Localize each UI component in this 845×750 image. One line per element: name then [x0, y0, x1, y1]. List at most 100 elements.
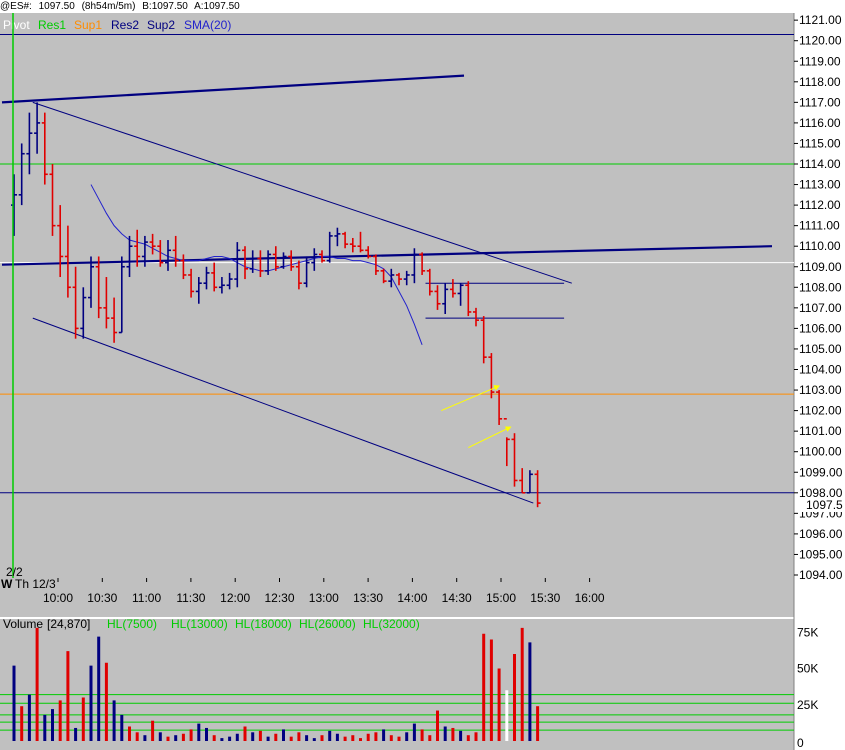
price-tick-label: 1094.00 — [799, 568, 843, 582]
ohlc-bar — [95, 256, 102, 319]
ohlc-bar — [411, 248, 418, 284]
price-tick-label: 1106.00 — [799, 321, 842, 335]
date-small-label: 2/2 — [6, 565, 23, 579]
volume-axis-ticks: 0 25K 50K 75K — [797, 625, 818, 750]
trendline — [1, 74, 465, 104]
ohlc-bar — [203, 266, 210, 290]
ohlc-bar — [449, 279, 456, 298]
ohlc-bar — [326, 231, 333, 263]
time-tick-label: 10:00 — [43, 591, 73, 605]
ohlc-bar — [34, 102, 41, 154]
ohlc-bar — [295, 260, 302, 290]
ohlc-bar — [357, 231, 364, 253]
volume-hl-labels: HL(7500) HL(13000) HL(18000) HL(26000) HL(32… — [107, 617, 420, 631]
ohlc-bar — [165, 240, 171, 271]
volume-tick-label: 25K — [797, 698, 818, 712]
ohlc-bar — [280, 252, 287, 269]
price-tick-label: 1099.00 — [799, 465, 843, 479]
ohlc-bar — [403, 270, 410, 286]
ohlc-bar — [103, 277, 110, 329]
volume-hl-label: HL(26000) — [299, 617, 356, 631]
trendline — [32, 101, 572, 284]
title-bar: @ES#: 1097.50 (8h54m/5m) B:1097.50 A:109… — [0, 0, 845, 13]
time-tick-label: 11:00 — [132, 591, 161, 605]
price-tick-label: 1113.00 — [799, 178, 841, 192]
ohlc-bar — [334, 227, 341, 247]
ohlc-bar — [396, 272, 402, 286]
ohlc-bar — [372, 254, 379, 275]
ohlc-bar — [442, 283, 449, 315]
ohlc-bar — [172, 235, 179, 267]
ohlc-bar — [380, 268, 387, 284]
ohlc-bar — [180, 254, 187, 280]
ohlc-bar — [118, 256, 125, 334]
price-tick-label: 1109.00 — [799, 260, 842, 274]
ohlc-bar — [265, 250, 272, 275]
ohlc-bar — [111, 297, 118, 343]
time-tick-label: 15:30 — [530, 591, 560, 605]
price-tick-label: 1119.00 — [799, 54, 841, 68]
trendlines[interactable] — [1, 74, 773, 504]
volume-hl-label: HL(7500) — [107, 617, 157, 631]
ohlc-bar — [126, 235, 133, 278]
ohlc-bar — [496, 390, 503, 425]
annotation-arrows — [441, 385, 512, 449]
volume-hl-label: HL(32000) — [363, 617, 420, 631]
legend-pivot: Pivot — [3, 18, 30, 32]
volume-axis-background — [794, 619, 845, 750]
price-tick-label: 1096.00 — [799, 527, 843, 541]
price-tick-label: 1107.00 — [799, 301, 842, 315]
sma-line — [90, 184, 423, 346]
ohlc-bar — [519, 468, 526, 494]
price-tick-label: 1105.00 — [799, 342, 842, 356]
ohlc-bar — [226, 272, 233, 290]
bid-price: B:1097.50 — [142, 1, 188, 12]
price-tick-label: 1111.00 — [799, 219, 840, 233]
price-tick-label: 1114.00 — [799, 157, 841, 171]
price-axis-background — [794, 13, 845, 617]
price-tick-label: 1120.00 — [799, 34, 842, 48]
ohlc-bar — [218, 277, 225, 294]
ohlc-bar — [319, 250, 325, 263]
ohlc-bar — [419, 252, 426, 275]
volume-hl-label: HL(13000) — [171, 617, 228, 631]
price-tick-label: 1121.00 — [799, 13, 842, 27]
time-tick-label: 14:30 — [442, 591, 472, 605]
ohlc-bar — [211, 262, 218, 292]
ohlc-bar — [457, 283, 464, 306]
current-price-marker — [795, 497, 845, 512]
ohlc-bar — [311, 248, 318, 271]
time-tick-label: 15:00 — [486, 591, 516, 605]
price-bars — [11, 102, 541, 508]
ohlc-bar — [26, 112, 33, 175]
volume-tick-label: 0 — [797, 736, 804, 750]
time-tick-label: 10:30 — [87, 591, 117, 605]
legend-sup2: Sup2 — [147, 18, 175, 32]
price-tick-label: 1115.00 — [799, 136, 841, 150]
sma-polyline — [90, 184, 423, 346]
ohlc-bar — [195, 277, 202, 304]
price-axis-ticks: 1094.001095.001096.001097.001098.001099.… — [794, 13, 843, 582]
ohlc-bar — [157, 240, 164, 267]
volume-tick-label: 50K — [797, 662, 818, 676]
price-pane-background — [0, 13, 794, 617]
ohlc-bar — [257, 250, 264, 278]
ohlc-bar — [234, 242, 241, 288]
weekday-small-label: W — [1, 577, 13, 591]
price-tick-label: 1112.00 — [799, 198, 841, 212]
price-tick-label: 1118.00 — [799, 75, 841, 89]
price-tick-label: 1102.00 — [799, 404, 842, 418]
ohlc-bar — [388, 268, 395, 288]
price-tick-label: 1100.00 — [799, 445, 842, 459]
volume-tick-label: 75K — [797, 625, 818, 639]
volume-hl-label: HL(18000) — [235, 617, 292, 631]
time-tick-label: 12:00 — [220, 591, 250, 605]
time-axis-ticks: 10:00 10:30 11:00 11:30 12:00 12:30 13:00 13:30… — [43, 578, 605, 605]
volume-value: [24,870] — [47, 617, 90, 631]
price-tick-label: 1103.00 — [799, 383, 842, 397]
ohlc-bar — [57, 205, 64, 278]
volume-label: Volume — [3, 617, 43, 631]
legend-res1: Res1 — [38, 18, 66, 32]
time-tick-label: 13:30 — [353, 591, 383, 605]
